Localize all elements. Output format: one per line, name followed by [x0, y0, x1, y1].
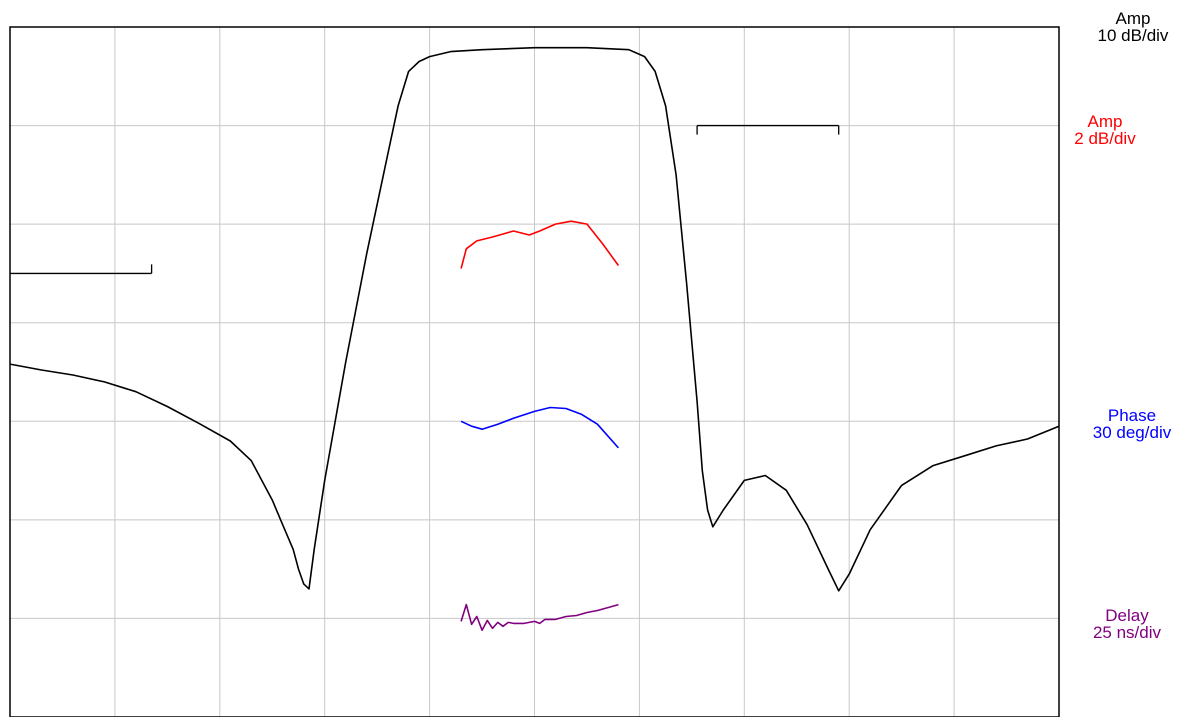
amp-10db-value: 10 dB/div [1097, 26, 1169, 45]
amp-2db-value: 2 dB/div [1074, 129, 1136, 148]
reference-markers [10, 124, 840, 275]
amp-2db-name: Amp [1087, 112, 1123, 131]
grid-lines [10, 27, 1059, 717]
phase-trace [460, 406, 619, 449]
trace-group [9, 46, 1060, 632]
reference-marker [10, 264, 153, 275]
phase-scale-label: Phase 30 deg/div [1072, 407, 1192, 441]
amp-10db-name: Amp [1115, 9, 1151, 28]
delay-scale-label: Delay 25 ns/div [1072, 607, 1182, 641]
plot-frame [9, 26, 1060, 717]
amp-10db-scale-label: Amp 10 dB/div [1078, 10, 1188, 44]
delay-trace [460, 603, 619, 632]
phase-value: 30 deg/div [1092, 423, 1172, 442]
amp-2db-scale-label: Amp 2 dB/div [1065, 113, 1145, 147]
amplitude-wide-trace [9, 46, 1060, 592]
delay-value: 25 ns/div [1092, 623, 1162, 642]
delay-name: Delay [1105, 606, 1149, 625]
amplitude-passband-trace [460, 220, 620, 269]
reference-marker [696, 124, 840, 135]
phase-name: Phase [1107, 406, 1157, 425]
